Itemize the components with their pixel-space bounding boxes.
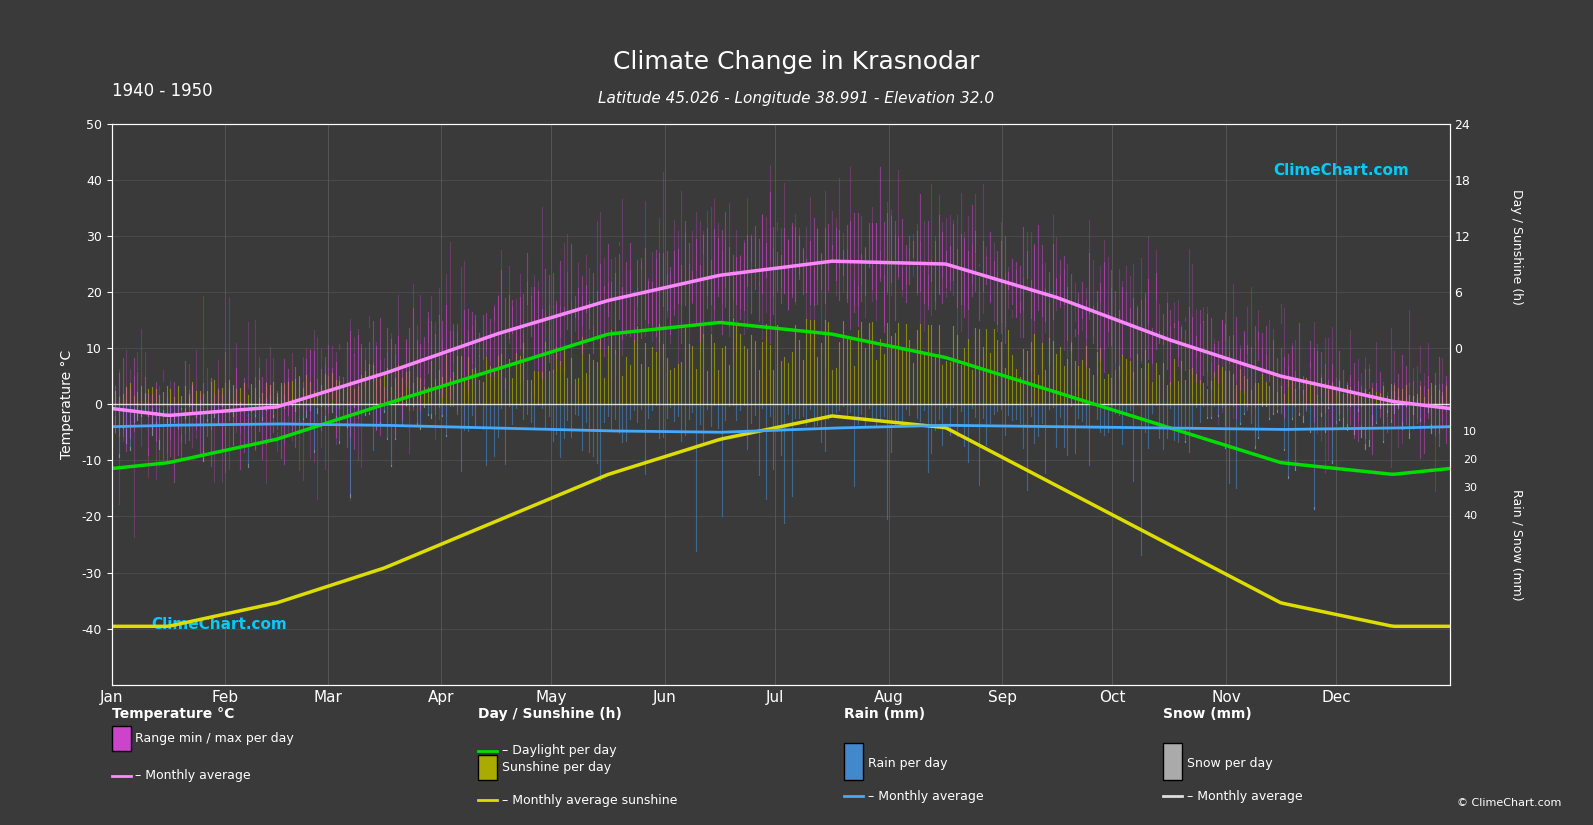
Y-axis label: Temperature °C: Temperature °C [61, 350, 75, 459]
Text: – Monthly average: – Monthly average [135, 769, 252, 782]
Text: Rain / Snow (mm): Rain / Snow (mm) [1510, 488, 1523, 601]
Text: – Monthly average: – Monthly average [1187, 790, 1303, 803]
Text: 1940 - 1950: 1940 - 1950 [112, 82, 212, 101]
Text: 20: 20 [1462, 455, 1477, 465]
Text: 40: 40 [1462, 512, 1477, 521]
Text: – Monthly average sunshine: – Monthly average sunshine [502, 794, 677, 807]
Text: 30: 30 [1462, 483, 1477, 493]
Text: Snow (mm): Snow (mm) [1163, 707, 1252, 721]
Text: Snow per day: Snow per day [1187, 757, 1273, 770]
Text: Latitude 45.026 - Longitude 38.991 - Elevation 32.0: Latitude 45.026 - Longitude 38.991 - Ele… [599, 91, 994, 106]
Text: © ClimeChart.com: © ClimeChart.com [1456, 799, 1561, 808]
Text: – Daylight per day: – Daylight per day [502, 744, 616, 757]
Text: ClimeChart.com: ClimeChart.com [1274, 163, 1410, 178]
Text: Rain (mm): Rain (mm) [844, 707, 926, 721]
Text: Sunshine per day: Sunshine per day [502, 761, 612, 774]
Text: Temperature °C: Temperature °C [112, 707, 234, 721]
Text: Climate Change in Krasnodar: Climate Change in Krasnodar [613, 50, 980, 73]
Text: Range min / max per day: Range min / max per day [135, 732, 295, 745]
Text: Day / Sunshine (h): Day / Sunshine (h) [1510, 189, 1523, 305]
Text: Day / Sunshine (h): Day / Sunshine (h) [478, 707, 621, 721]
Text: Rain per day: Rain per day [868, 757, 948, 770]
Text: ClimeChart.com: ClimeChart.com [151, 617, 287, 633]
Text: – Monthly average: – Monthly average [868, 790, 984, 803]
Text: 10: 10 [1462, 427, 1477, 437]
